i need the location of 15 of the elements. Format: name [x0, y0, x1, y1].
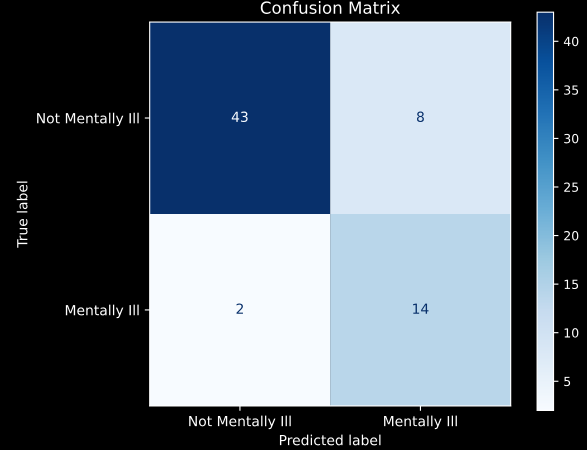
data-label: 43 [232, 112, 248, 122]
data-label: 2 [236, 303, 243, 314]
color-bar-label: 5 [564, 376, 570, 386]
chart-title: Confusion Matrix [260, 1, 400, 14]
x-axis-title: Predicted label [280, 434, 380, 446]
data-label: 8 [416, 112, 424, 122]
color-bar-label: 35 [564, 85, 578, 95]
color-bar-label: 40 [564, 36, 578, 46]
data-label: 14 [413, 304, 428, 314]
color-bar-label: 15 [564, 280, 578, 290]
color-bar-label: 25 [564, 182, 578, 192]
color-bar-label: 20 [564, 231, 578, 240]
color-bar-label: 30 [564, 134, 578, 144]
y-axis-title: True label [16, 182, 28, 248]
color-bar-label: 10 [564, 328, 578, 338]
